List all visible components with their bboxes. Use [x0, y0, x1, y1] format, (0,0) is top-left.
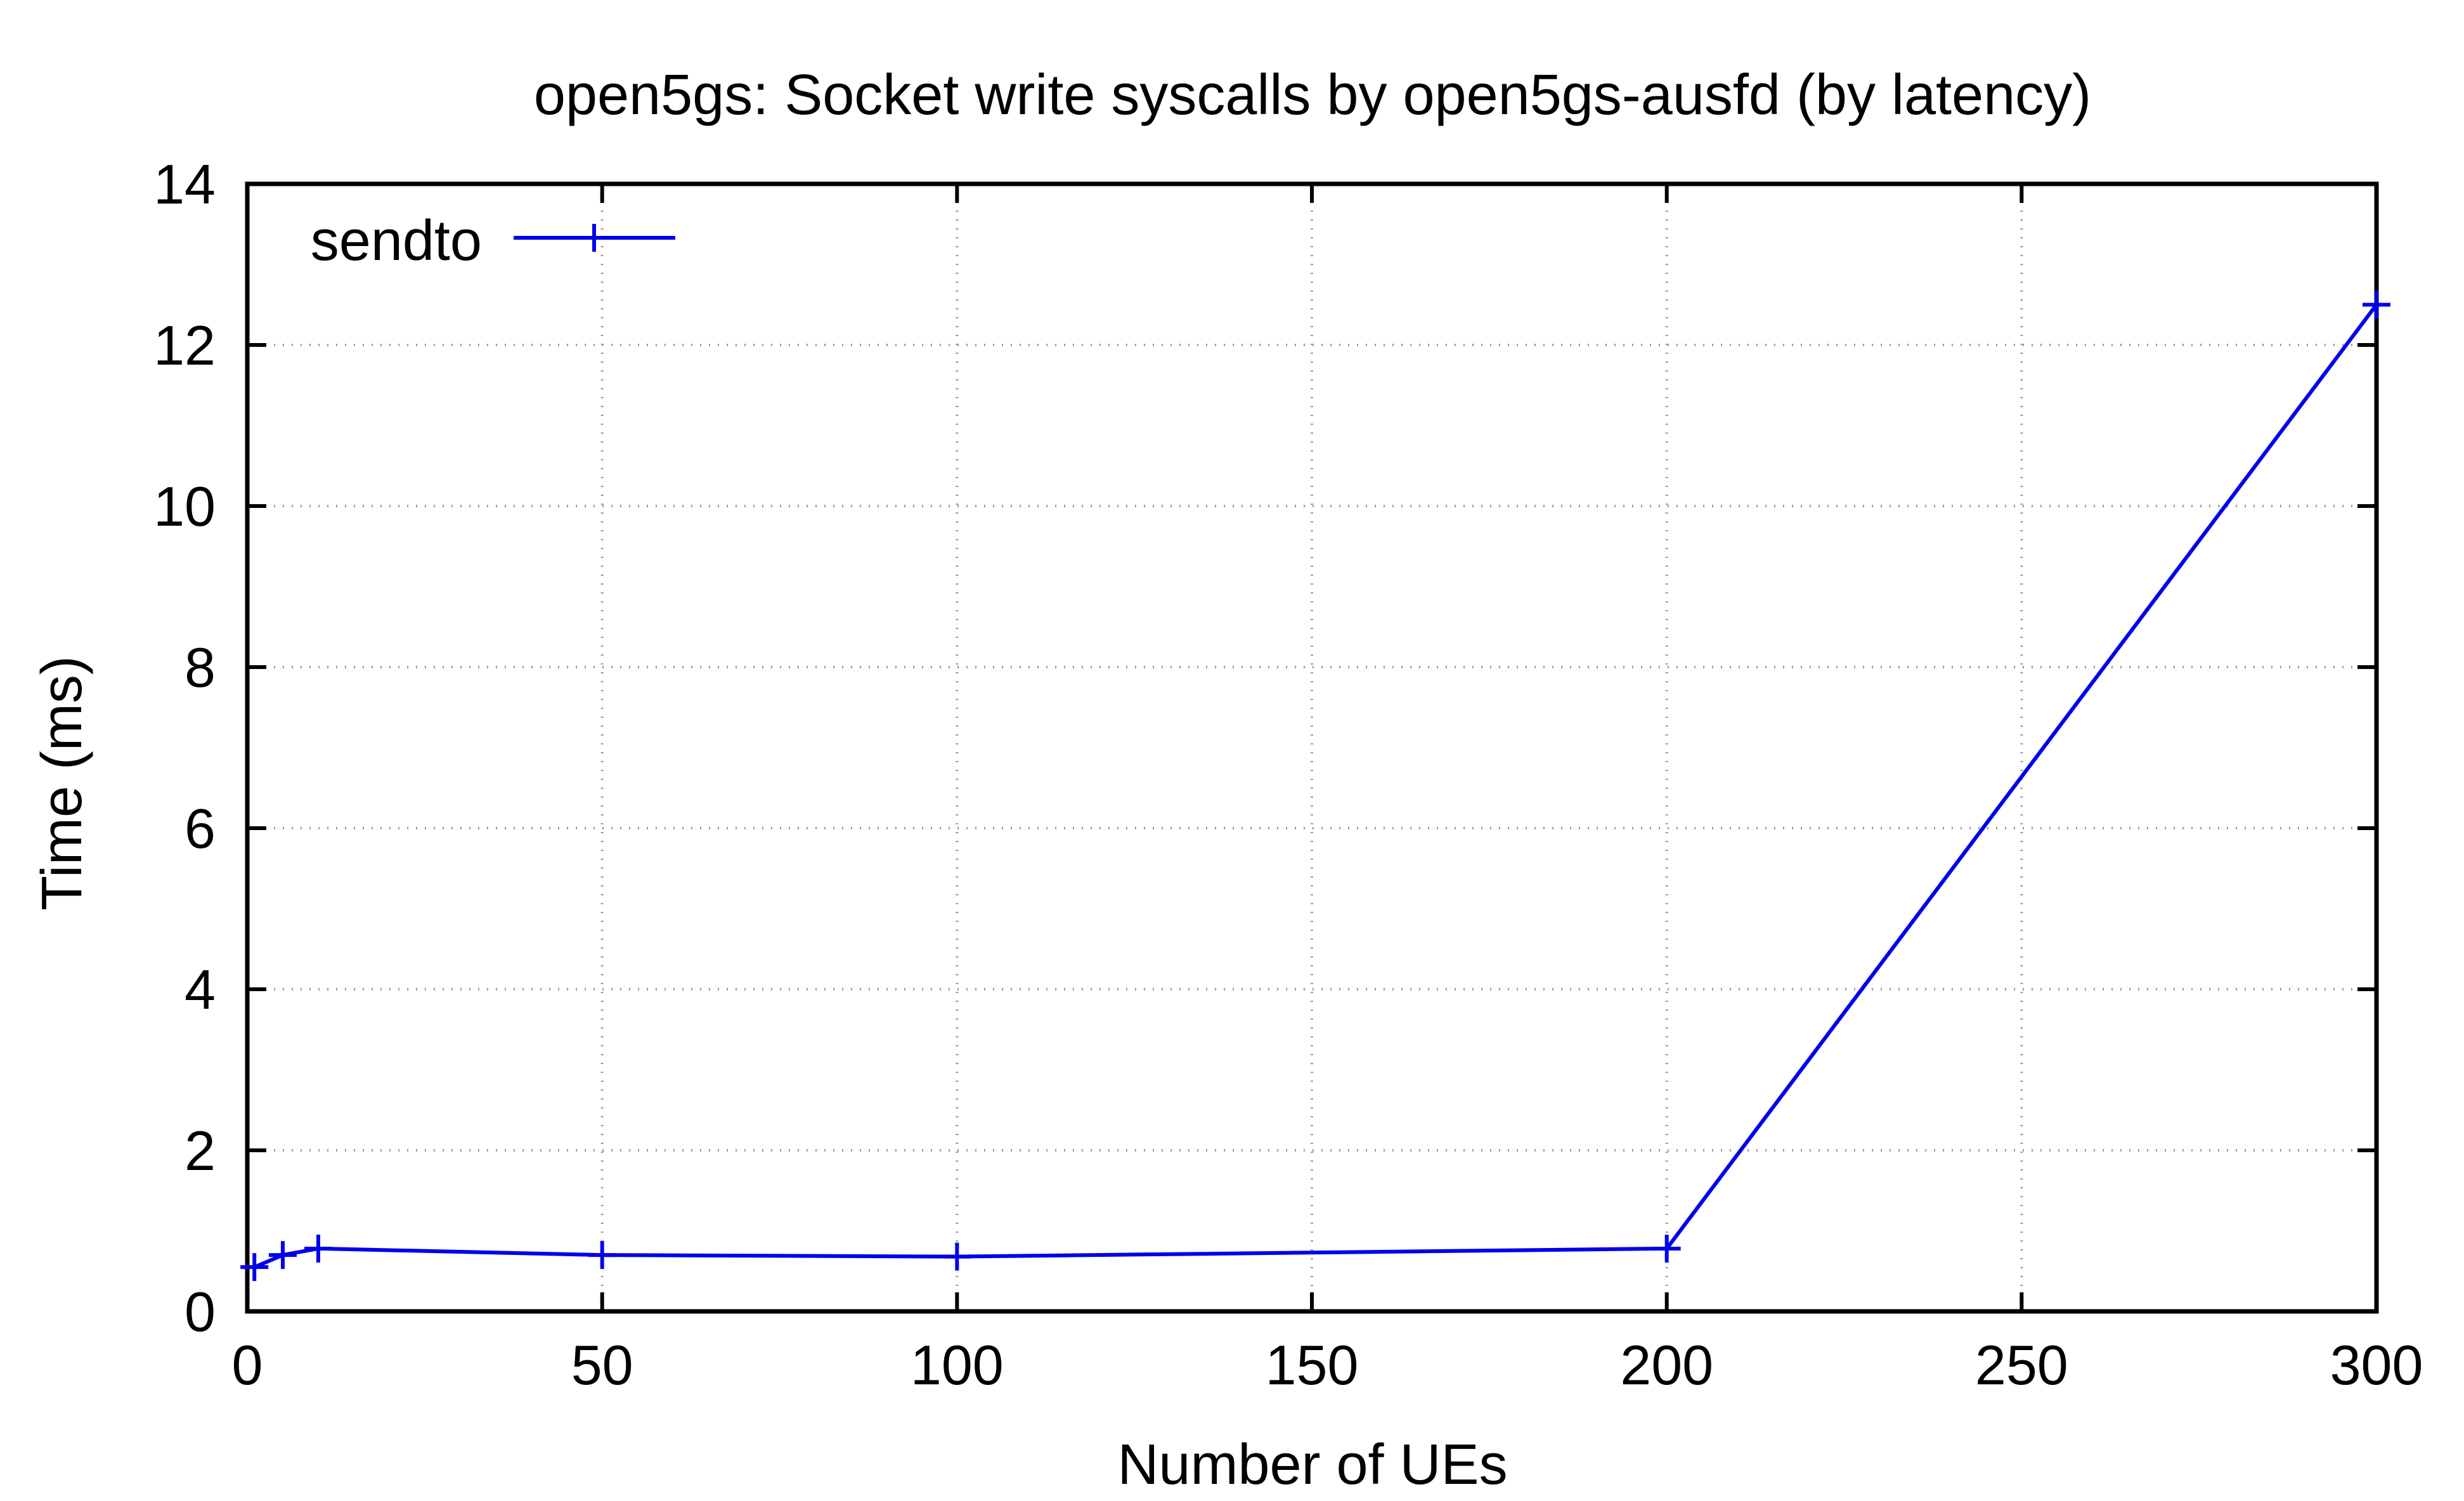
x-axis-tick-labels: 0 50 100 150 200 250 300 [232, 1334, 2423, 1396]
data-point-marker [2363, 290, 2390, 319]
x-tick-label: 0 [232, 1334, 263, 1396]
legend: sendto [311, 209, 675, 273]
x-tick-label: 200 [1620, 1334, 1713, 1396]
y-tick-label: 8 [185, 636, 216, 699]
y-tick-label: 0 [185, 1280, 216, 1343]
series-line-sendto [254, 303, 2378, 1269]
chart-title: open5gs: Socket write syscalls by open5g… [534, 63, 2091, 127]
data-point-marker [1652, 1234, 1681, 1263]
y-axis-tick-labels: 0 2 4 6 8 10 12 14 [153, 153, 216, 1343]
x-axis-title: Number of UEs [1117, 1433, 1507, 1497]
data-point-marker [588, 1241, 616, 1270]
series-layer [240, 290, 2390, 1282]
data-point-marker [943, 1242, 971, 1271]
y-axis-title: Time (ms) [30, 656, 94, 911]
y-tick-label: 10 [153, 475, 216, 538]
y-tick-label: 2 [185, 1119, 216, 1182]
y-tick-label: 6 [185, 797, 216, 860]
legend-label-sendto: sendto [311, 209, 482, 273]
y-tick-label: 4 [185, 958, 216, 1021]
data-point-marker [240, 1253, 269, 1282]
x-tick-label: 300 [2330, 1334, 2423, 1396]
grid-lines [247, 184, 2376, 1311]
x-tick-label: 50 [571, 1334, 633, 1396]
plot-frame [245, 181, 2379, 1314]
x-tick-label: 100 [911, 1334, 1004, 1396]
x-tick-label: 150 [1266, 1334, 1359, 1396]
y-tick-label: 12 [153, 314, 216, 377]
x-tick-label: 250 [1975, 1334, 2068, 1396]
data-point-marker [304, 1234, 332, 1263]
data-point-marker [268, 1241, 297, 1270]
y-tick-label: 14 [153, 153, 216, 216]
